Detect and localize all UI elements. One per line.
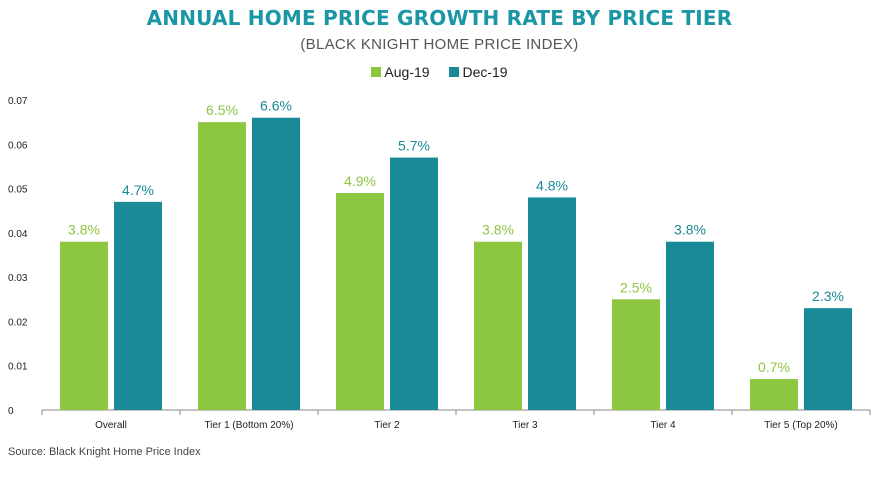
data-label: 5.7% [398,138,430,154]
bar-dec [252,117,300,410]
y-tick-label: 0.06 [8,140,28,151]
x-category-label: Tier 2 [374,420,400,431]
bar-dec [666,241,714,410]
data-label: 3.8% [482,222,514,238]
data-label: 3.8% [68,222,100,238]
bar-aug [474,241,522,410]
bar-aug [198,122,246,411]
legend-item-dec: Dec-19 [449,64,508,80]
x-category-label: Tier 3 [512,420,538,431]
chart-legend: Aug-19 Dec-19 [0,64,879,80]
data-label: 2.3% [812,288,844,304]
bar-dec [390,157,438,410]
x-category-label: Tier 1 (Bottom 20%) [204,420,293,431]
y-tick-label: 0.04 [8,229,28,240]
data-label: 4.7% [122,182,154,198]
data-label: 0.7% [758,359,790,375]
data-label: 4.9% [344,173,376,189]
bar-aug [60,241,108,410]
data-label: 6.6% [260,98,292,114]
bar-dec [804,308,852,410]
bar-aug [336,193,384,410]
x-category-label: Overall [95,420,127,431]
bar-aug [750,379,798,410]
chart-subtitle: (BLACK KNIGHT HOME PRICE INDEX) [300,36,579,53]
x-category-label: Tier 4 [650,420,676,431]
legend-swatch-aug [371,67,382,77]
y-tick-label: 0.07 [8,96,28,107]
x-category-label: Tier 5 (Top 20%) [764,420,838,431]
data-label: 3.8% [674,222,706,238]
data-label: 4.8% [536,177,568,193]
y-tick-label: 0.01 [8,362,28,373]
legend-swatch-dec [449,67,460,77]
chart-title: ANNUAL HOME PRICE GROWTH RATE BY PRICE T… [146,6,733,30]
source-note: Source: Black Knight Home Price Index [8,446,201,458]
legend-label-dec: Dec-19 [462,64,508,80]
legend-label-aug: Aug-19 [384,64,430,80]
data-label: 6.5% [206,102,238,118]
y-tick-label: 0 [8,406,14,417]
bar-dec [114,201,162,410]
y-tick-label: 0.03 [8,273,28,284]
y-tick-label: 0.05 [8,185,28,196]
data-label: 2.5% [620,279,652,295]
y-tick-label: 0.02 [8,317,28,328]
bar-dec [528,197,576,410]
legend-item-aug: Aug-19 [371,64,430,80]
bar-aug [612,299,660,410]
